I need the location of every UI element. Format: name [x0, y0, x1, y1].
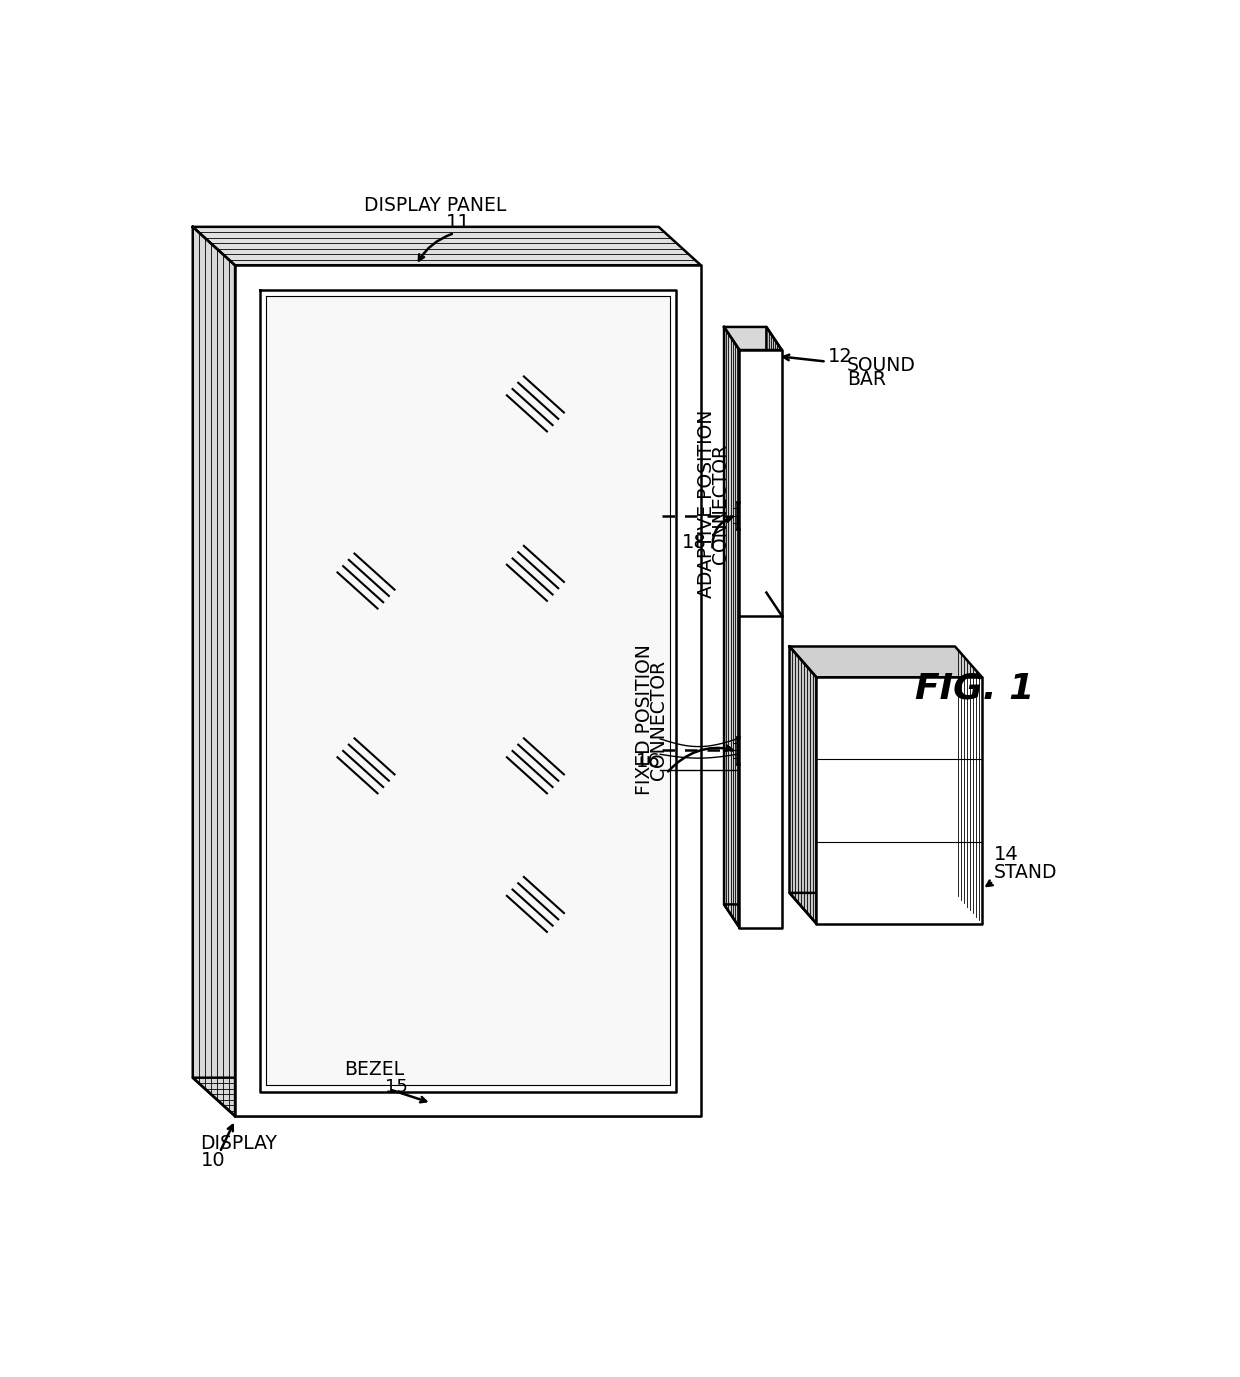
Polygon shape — [265, 296, 670, 1085]
Polygon shape — [790, 892, 982, 924]
Polygon shape — [192, 227, 701, 266]
Text: 14: 14 — [993, 845, 1018, 863]
Polygon shape — [724, 905, 781, 928]
Polygon shape — [766, 326, 781, 928]
Polygon shape — [790, 646, 816, 924]
Text: FIG. 1: FIG. 1 — [915, 672, 1034, 706]
Text: 16: 16 — [635, 752, 660, 771]
Text: BAR: BAR — [847, 370, 887, 388]
Text: 12: 12 — [828, 347, 853, 366]
Text: DISPLAY PANEL: DISPLAY PANEL — [365, 196, 506, 215]
Text: SOUND: SOUND — [847, 355, 916, 375]
Text: FIXED POSITION: FIXED POSITION — [635, 644, 655, 795]
Text: 15: 15 — [386, 1078, 408, 1096]
Polygon shape — [816, 677, 982, 924]
Text: ADAPTIVE POSITION: ADAPTIVE POSITION — [697, 410, 715, 598]
Text: CONNECTOR: CONNECTOR — [711, 443, 730, 565]
Polygon shape — [192, 227, 236, 1117]
Polygon shape — [790, 646, 982, 677]
Polygon shape — [236, 266, 701, 1117]
Polygon shape — [724, 326, 781, 350]
Text: 10: 10 — [201, 1151, 226, 1169]
Text: 18: 18 — [682, 533, 707, 552]
Polygon shape — [724, 326, 739, 928]
Polygon shape — [192, 1078, 701, 1117]
Text: BEZEL: BEZEL — [343, 1060, 404, 1080]
Text: 11: 11 — [446, 213, 471, 233]
Text: STAND: STAND — [993, 862, 1056, 881]
Polygon shape — [739, 350, 781, 928]
Text: CONNECTOR: CONNECTOR — [650, 660, 668, 779]
Text: DISPLAY: DISPLAY — [201, 1133, 278, 1153]
